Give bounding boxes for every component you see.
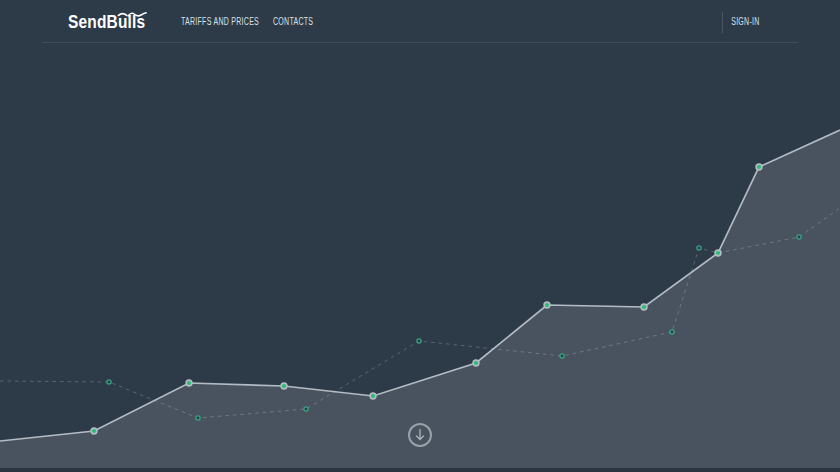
scroll-down-button[interactable] [408, 423, 432, 447]
nav-tariffs-and-prices[interactable]: TARIFFS AND PRICES [181, 16, 259, 27]
footer-edge [0, 468, 840, 472]
bull-horns-icon [68, 11, 147, 21]
down-arrow-icon [414, 428, 426, 442]
nav-contacts[interactable]: CONTACTS [273, 16, 313, 27]
brand-logo[interactable]: SendBulls [68, 14, 145, 31]
header: SendBulls TARIFFS AND PRICES CONTACTS SI… [0, 0, 840, 43]
background-chart [0, 0, 840, 472]
header-separator [722, 12, 723, 33]
main-nav: TARIFFS AND PRICES CONTACTS [181, 17, 327, 30]
sign-in-link[interactable]: SIGN-IN [732, 17, 760, 27]
header-divider [42, 42, 798, 43]
